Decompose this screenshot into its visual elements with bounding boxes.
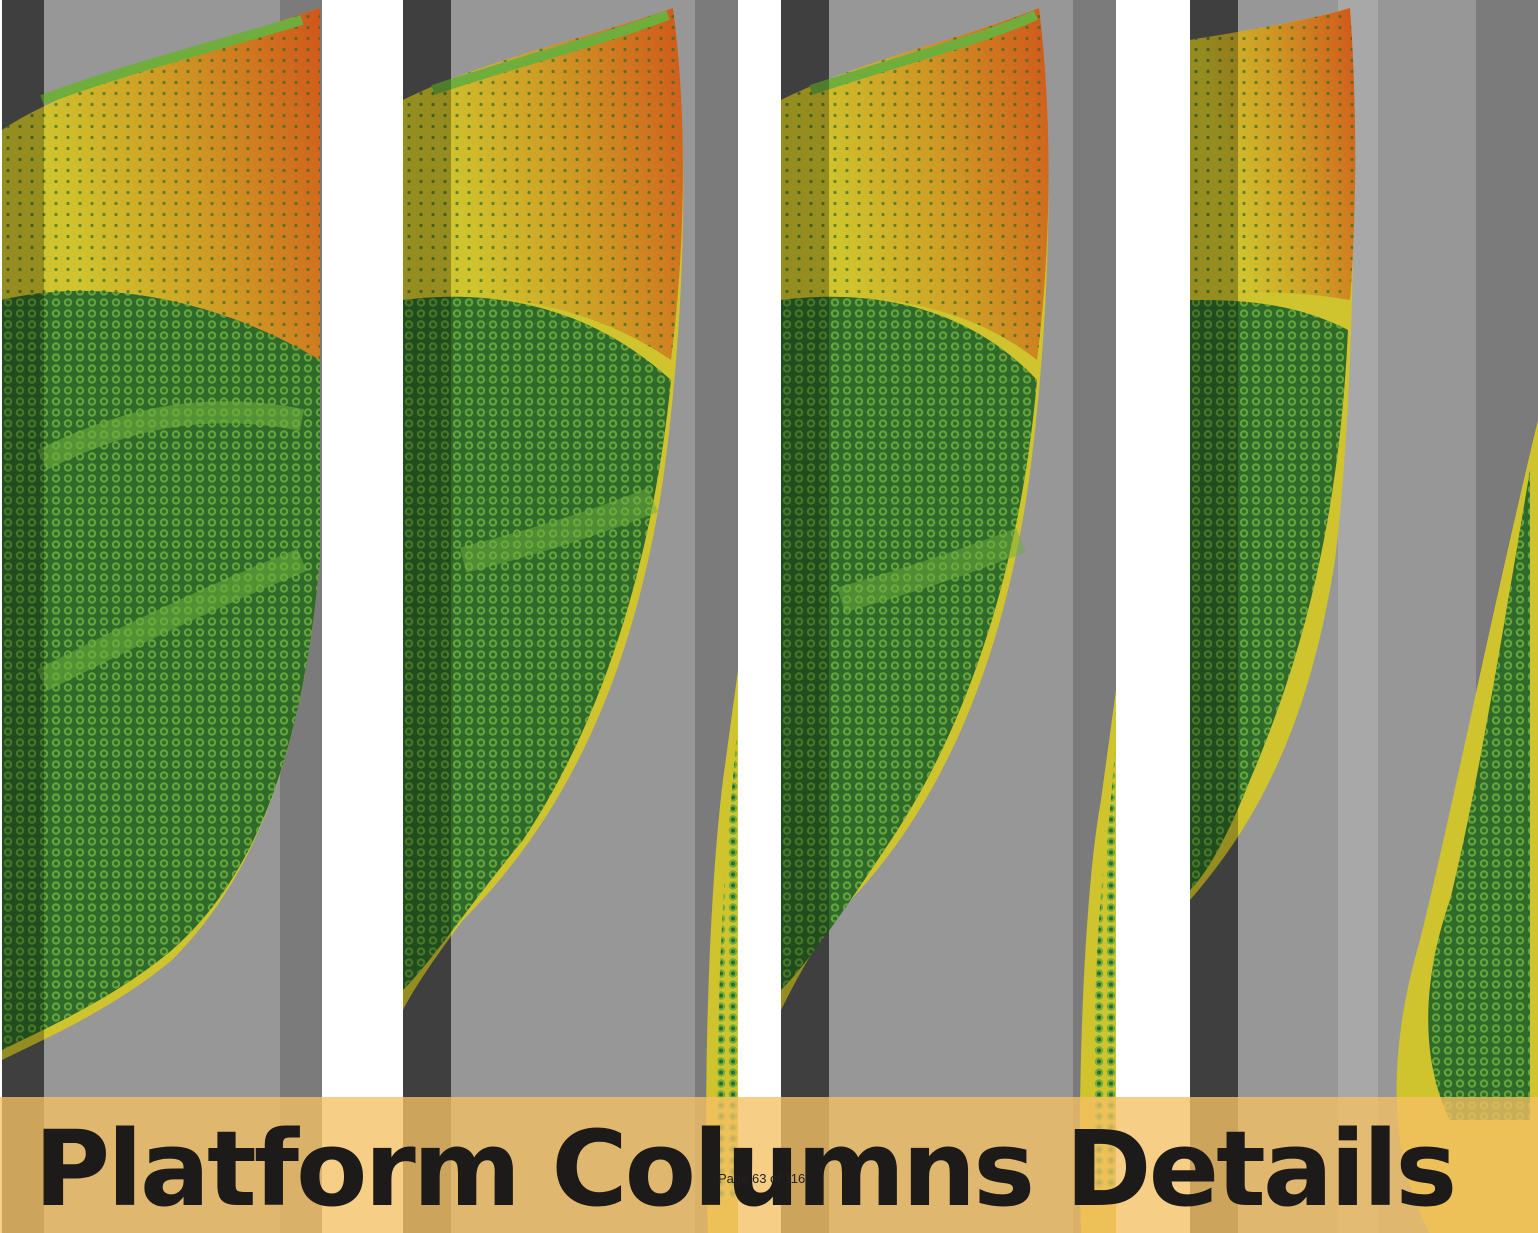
title-banner: Platform Columns Details [0, 1097, 1538, 1233]
figure-panel-2 [403, 0, 738, 1233]
figure-panel-3 [781, 0, 1116, 1233]
figure-panel-1 [2, 0, 322, 1233]
page-number: Page 63 of 116 [718, 1171, 806, 1186]
figure-panel-4 [1190, 0, 1538, 1233]
page-title: Platform Columns Details [34, 1108, 1457, 1230]
